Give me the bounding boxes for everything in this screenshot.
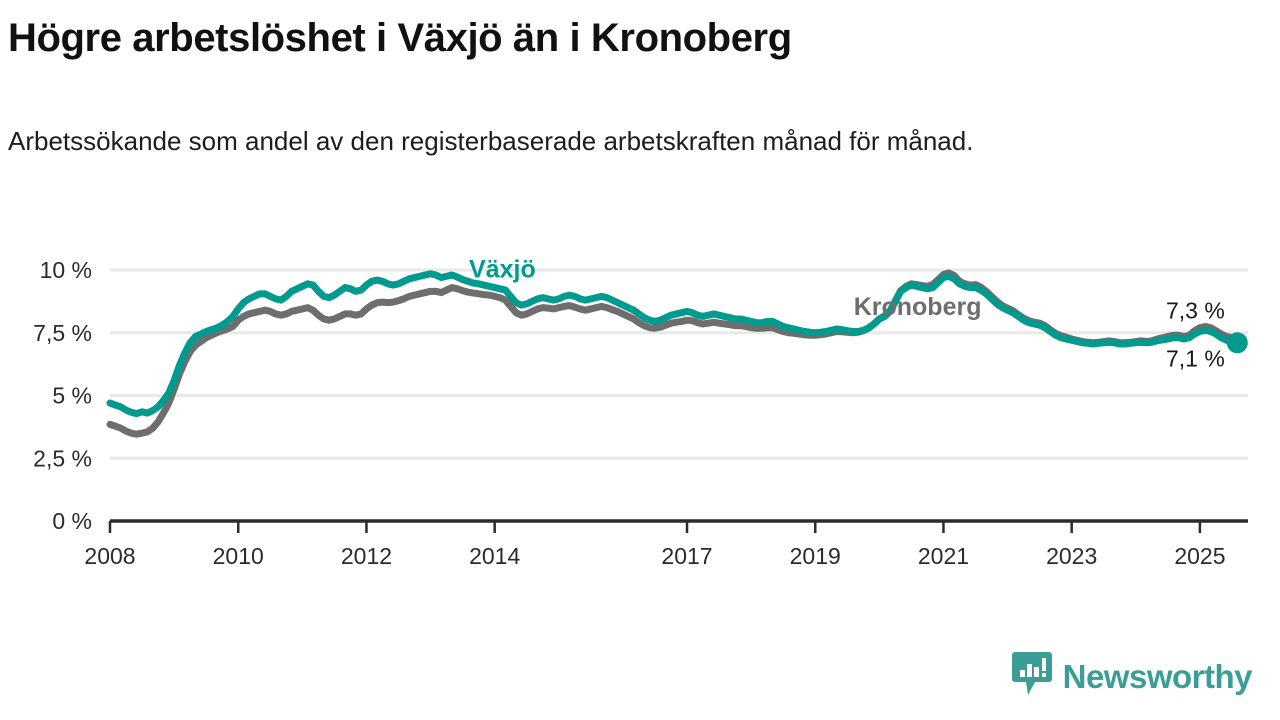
y-axis-tick-label: 7,5 %	[33, 320, 92, 346]
series-end-marker	[1226, 332, 1248, 354]
x-axis-tick-label: 2023	[1046, 543, 1097, 569]
series-annotation-kronoberg: Kronoberg	[854, 293, 982, 321]
series-annotation-vxj: Växjö	[469, 256, 536, 284]
newsworthy-logo-text: Newsworthy	[1062, 657, 1253, 695]
page-title: Högre arbetslöshet i Växjö än i Kronober…	[8, 16, 792, 60]
x-axis-tick-label: 2008	[84, 543, 135, 569]
y-axis-labels: 0 % 2,5 % 5 % 7,5 % 10 %	[33, 257, 92, 534]
x-axis-labels: 2008 2010 2012 2014 2017 2019 2021 2023 2025	[84, 543, 1225, 569]
x-axis-tick-label: 2021	[918, 543, 969, 569]
series-annotations: Växjö Kronoberg	[469, 256, 981, 322]
end-value-label-kronoberg: 7,3 %	[1166, 297, 1225, 323]
x-axis-tick-label: 2019	[790, 543, 841, 569]
series-line-vxj	[106, 270, 1241, 418]
end-value-label-vxj: 7,1 %	[1166, 345, 1225, 371]
x-axis-tick-label: 2017	[661, 543, 712, 569]
y-axis-tick-label: 5 %	[52, 383, 92, 409]
newsworthy-logo: Newsworthy	[1011, 651, 1253, 702]
y-axis-tick-label: 10 %	[40, 257, 92, 283]
data-series	[106, 269, 1248, 438]
grid-lines	[110, 268, 1248, 460]
newsworthy-bubble-chart-icon	[1011, 651, 1053, 702]
end-value-labels: 7,3 % 7,1 %	[1166, 297, 1225, 371]
line-chart: 0 % 2,5 % 5 % 7,5 % 10 % 2008 2010 2012 2014 201…	[33, 256, 1248, 569]
x-axis-tick-label: 2010	[213, 543, 264, 569]
chart-container: 0 % 2,5 % 5 % 7,5 % 10 % 2008 2010 2012 2014 201…	[0, 250, 1280, 590]
y-axis-tick-label: 2,5 %	[33, 445, 92, 471]
page-subtitle: Arbetssökande som andel av den registerb…	[8, 126, 974, 156]
y-axis-tick-label: 0 %	[52, 508, 92, 534]
x-axis-tick-label: 2012	[341, 543, 392, 569]
x-axis-tick-label: 2014	[469, 543, 520, 569]
x-axis-ticks	[108, 521, 1202, 533]
x-axis-tick-label: 2025	[1174, 543, 1225, 569]
